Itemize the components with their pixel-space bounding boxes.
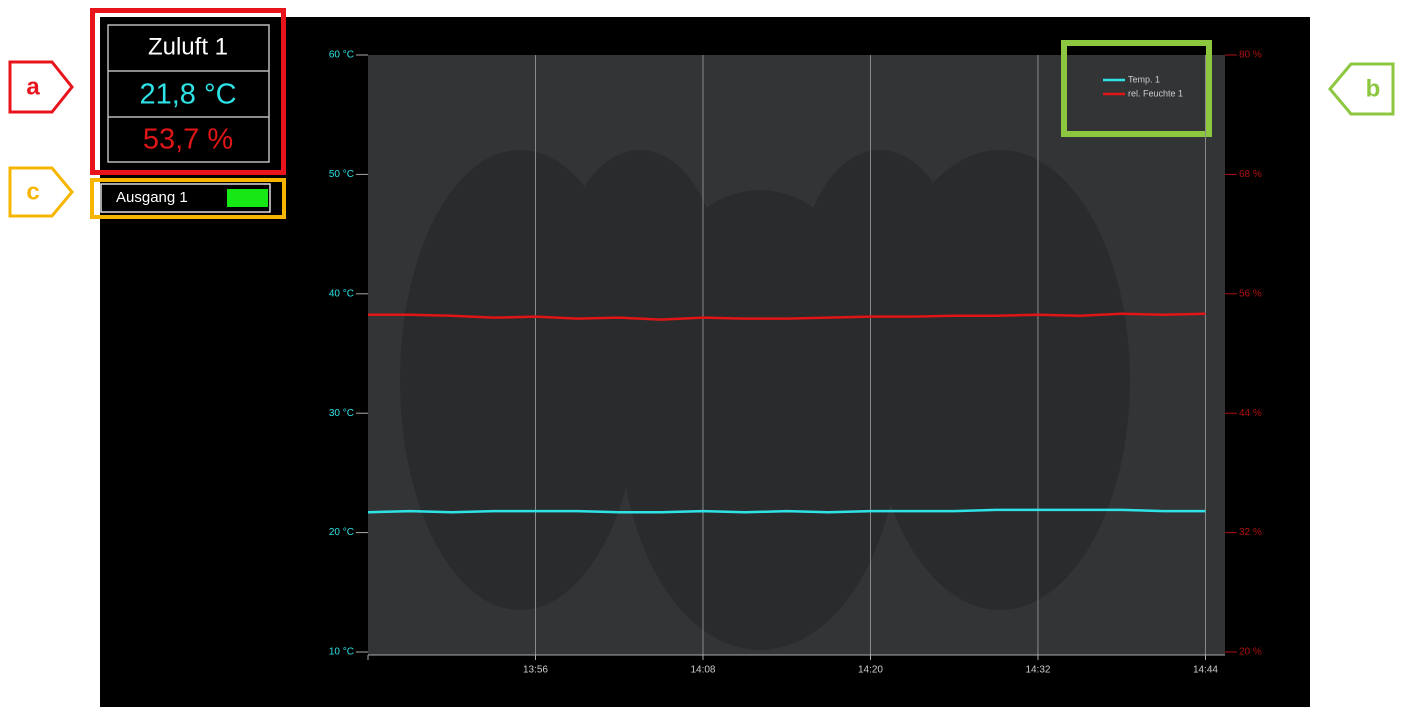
annotation-tag-c <box>10 168 72 216</box>
annotation-tag-a <box>10 62 72 112</box>
y-tick-label: 60 °C <box>329 50 354 61</box>
y-tick-label: 40 °C <box>329 288 354 299</box>
x-tick-label: 14:32 <box>1025 665 1050 676</box>
output-label: Ausgang 1 <box>116 189 188 206</box>
legend-label: rel. Feuchte 1 <box>1128 88 1183 98</box>
y2-tick-label: 32 % <box>1239 527 1262 538</box>
screen: Zuluft 1 21,8 °C 53,7 % Ausgang 1 a c b … <box>0 0 1403 707</box>
annotation-letter: a <box>26 73 40 100</box>
page: Zuluft 1 21,8 °C 53,7 % Ausgang 1 a c b … <box>0 0 1403 707</box>
background-image <box>400 150 1130 650</box>
x-tick-label: 14:08 <box>690 665 715 676</box>
x-tick-label: 14:20 <box>858 665 883 676</box>
y-tick-label: 20 °C <box>329 527 354 538</box>
annotation-letter: c <box>26 178 39 205</box>
y2-tick-label: 56 % <box>1239 288 1262 299</box>
y2-tick-label: 68 % <box>1239 169 1262 180</box>
sensor-name: Zuluft 1 <box>148 33 228 60</box>
output-indicator <box>227 189 268 207</box>
y2-tick-label: 20 % <box>1239 647 1262 658</box>
y-tick-label: 50 °C <box>329 169 354 180</box>
y2-tick-label: 44 % <box>1239 408 1262 419</box>
annotation-tag-b <box>1330 64 1393 114</box>
humidity-reading: 53,7 % <box>143 124 233 156</box>
legend-label: Temp. 1 <box>1128 74 1160 84</box>
temperature-reading: 21,8 °C <box>139 79 236 111</box>
y2-tick-label: 80 % <box>1239 50 1262 61</box>
x-tick-label: 14:44 <box>1193 665 1218 676</box>
annotation-letter: b <box>1366 75 1381 102</box>
y-tick-label: 30 °C <box>329 408 354 419</box>
y-tick-label: 10 °C <box>329 647 354 658</box>
x-tick-label: 13:56 <box>523 665 548 676</box>
